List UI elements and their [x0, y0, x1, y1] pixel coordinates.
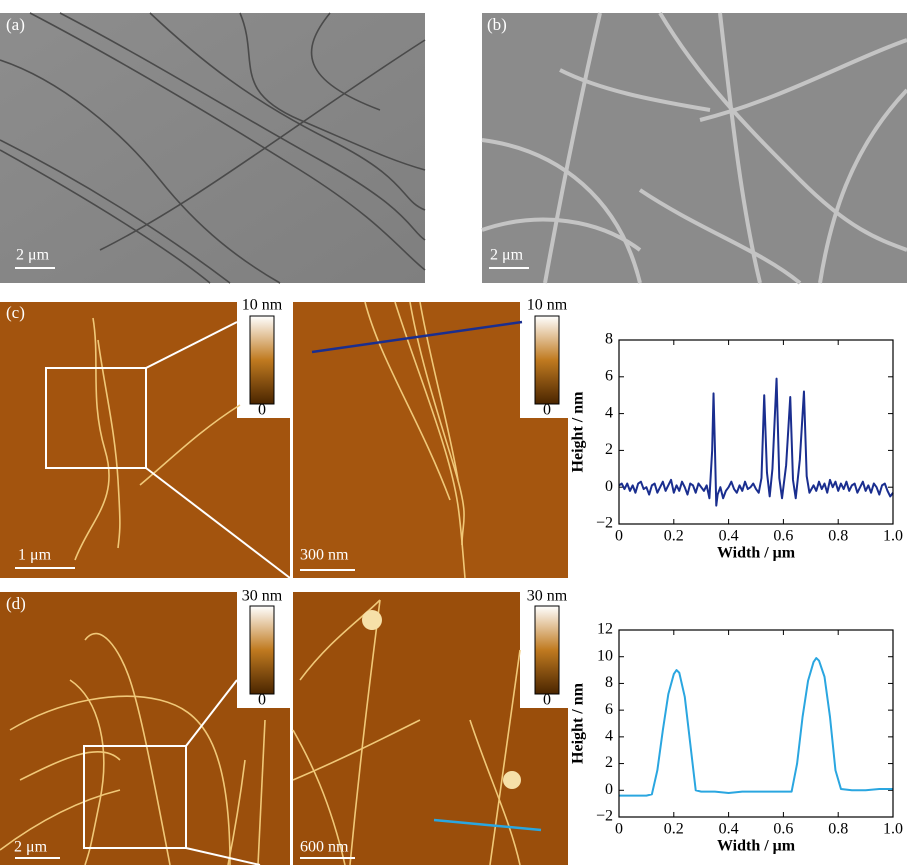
x-tick-label: 0.6	[773, 821, 793, 838]
panel-label: (b)	[487, 15, 507, 34]
plot-frame	[619, 340, 893, 524]
x-tick-label: 0.4	[719, 821, 739, 838]
colorbar-min: 0	[258, 402, 266, 419]
y-tick-label: 0	[605, 478, 613, 495]
x-tick-label: 0.8	[828, 528, 848, 545]
y-tick-label: 8	[605, 674, 613, 691]
y-axis-label: Height / nm	[570, 391, 587, 473]
colorbar-max: 10 nm	[527, 297, 568, 314]
x-tick-label: 0	[615, 528, 623, 545]
x-tick-label: 1.0	[883, 528, 903, 545]
y-tick-label: 6	[605, 367, 613, 384]
y-tick-label: 4	[605, 404, 613, 421]
scale-bar-label: 1 μm	[18, 547, 52, 564]
panel-label: (c)	[6, 303, 25, 322]
plot-frame	[619, 630, 893, 817]
y-tick-label: −2	[596, 808, 613, 825]
colorbar-min: 0	[258, 692, 266, 709]
x-tick-label: 0.2	[664, 528, 684, 545]
colorbar-max: 10 nm	[242, 297, 283, 314]
scale-bar-label: 600 nm	[300, 839, 349, 856]
afm-image-c-left	[0, 302, 290, 578]
y-tick-label: 12	[597, 621, 613, 638]
colorbar-min: 0	[543, 402, 551, 419]
sem-image-a	[0, 13, 425, 283]
y-tick-label: 6	[605, 701, 613, 718]
scale-bar-label: 2 μm	[490, 247, 524, 264]
colorbar-max: 30 nm	[242, 588, 283, 605]
x-tick-label: 0	[615, 821, 623, 838]
colorbar-max: 30 nm	[527, 588, 568, 605]
y-tick-label: 2	[605, 754, 613, 771]
x-tick-label: 0.6	[773, 528, 793, 545]
y-tick-label: 0	[605, 781, 613, 798]
data-line	[619, 658, 893, 796]
panel-label: (d)	[6, 594, 26, 613]
y-tick-label: 4	[605, 728, 613, 745]
x-axis-label: Width / μm	[717, 545, 796, 562]
afm-image-c-middle	[293, 302, 568, 578]
y-tick-label: 8	[605, 331, 613, 348]
y-tick-label: 2	[605, 441, 613, 458]
y-tick-label: 10	[597, 647, 613, 664]
y-tick-label: −2	[596, 515, 613, 532]
x-axis-label: Width / μm	[717, 838, 796, 855]
y-axis-label: Height / nm	[570, 682, 587, 764]
colorbar-min: 0	[543, 692, 551, 709]
afm-image-d-left	[0, 592, 290, 865]
x-tick-label: 0.2	[664, 821, 684, 838]
scale-bar-label: 300 nm	[300, 547, 349, 564]
x-tick-label: 1.0	[883, 821, 903, 838]
x-tick-label: 0.4	[719, 528, 739, 545]
scale-bar-label: 2 μm	[16, 247, 50, 264]
scale-bar-label: 2 μm	[14, 839, 48, 856]
sem-image-b	[482, 13, 907, 283]
panel-label: (a)	[6, 15, 25, 34]
x-tick-label: 0.8	[828, 821, 848, 838]
data-line	[619, 379, 893, 506]
afm-image-d-middle	[293, 592, 568, 865]
figure: (a) (b) (c) (d) 2 μm 2 μm 1 μm 300 nm 2 …	[0, 0, 907, 865]
